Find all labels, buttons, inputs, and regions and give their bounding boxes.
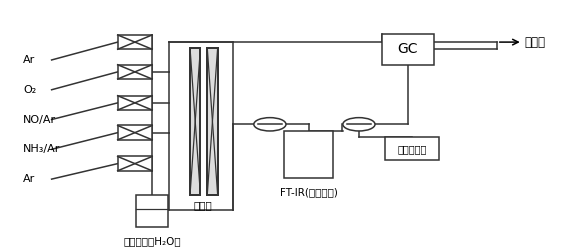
Bar <box>385 138 440 160</box>
Bar <box>284 132 333 178</box>
Text: GC: GC <box>397 42 418 56</box>
Bar <box>136 194 168 227</box>
Text: 真空ポンプ: 真空ポンプ <box>397 144 427 154</box>
Bar <box>118 156 152 171</box>
Bar <box>118 126 152 140</box>
Bar <box>382 34 434 65</box>
Text: Ar: Ar <box>23 55 35 65</box>
Circle shape <box>254 118 286 131</box>
Text: NH₃/Ar: NH₃/Ar <box>23 144 60 154</box>
Text: バブラー（H₂O）: バブラー（H₂O） <box>124 236 181 246</box>
Circle shape <box>343 118 375 131</box>
Bar <box>118 65 152 79</box>
Text: ベント: ベント <box>524 36 545 49</box>
Bar <box>207 48 218 195</box>
Text: NO/Ar: NO/Ar <box>23 114 56 124</box>
Text: FT-IR(ガスセル): FT-IR(ガスセル) <box>280 188 338 198</box>
Text: Ar: Ar <box>23 174 35 184</box>
Bar <box>118 96 152 110</box>
Text: O₂: O₂ <box>23 85 36 95</box>
Bar <box>118 35 152 49</box>
Bar <box>190 48 200 195</box>
Text: 反応器: 反応器 <box>193 200 212 210</box>
